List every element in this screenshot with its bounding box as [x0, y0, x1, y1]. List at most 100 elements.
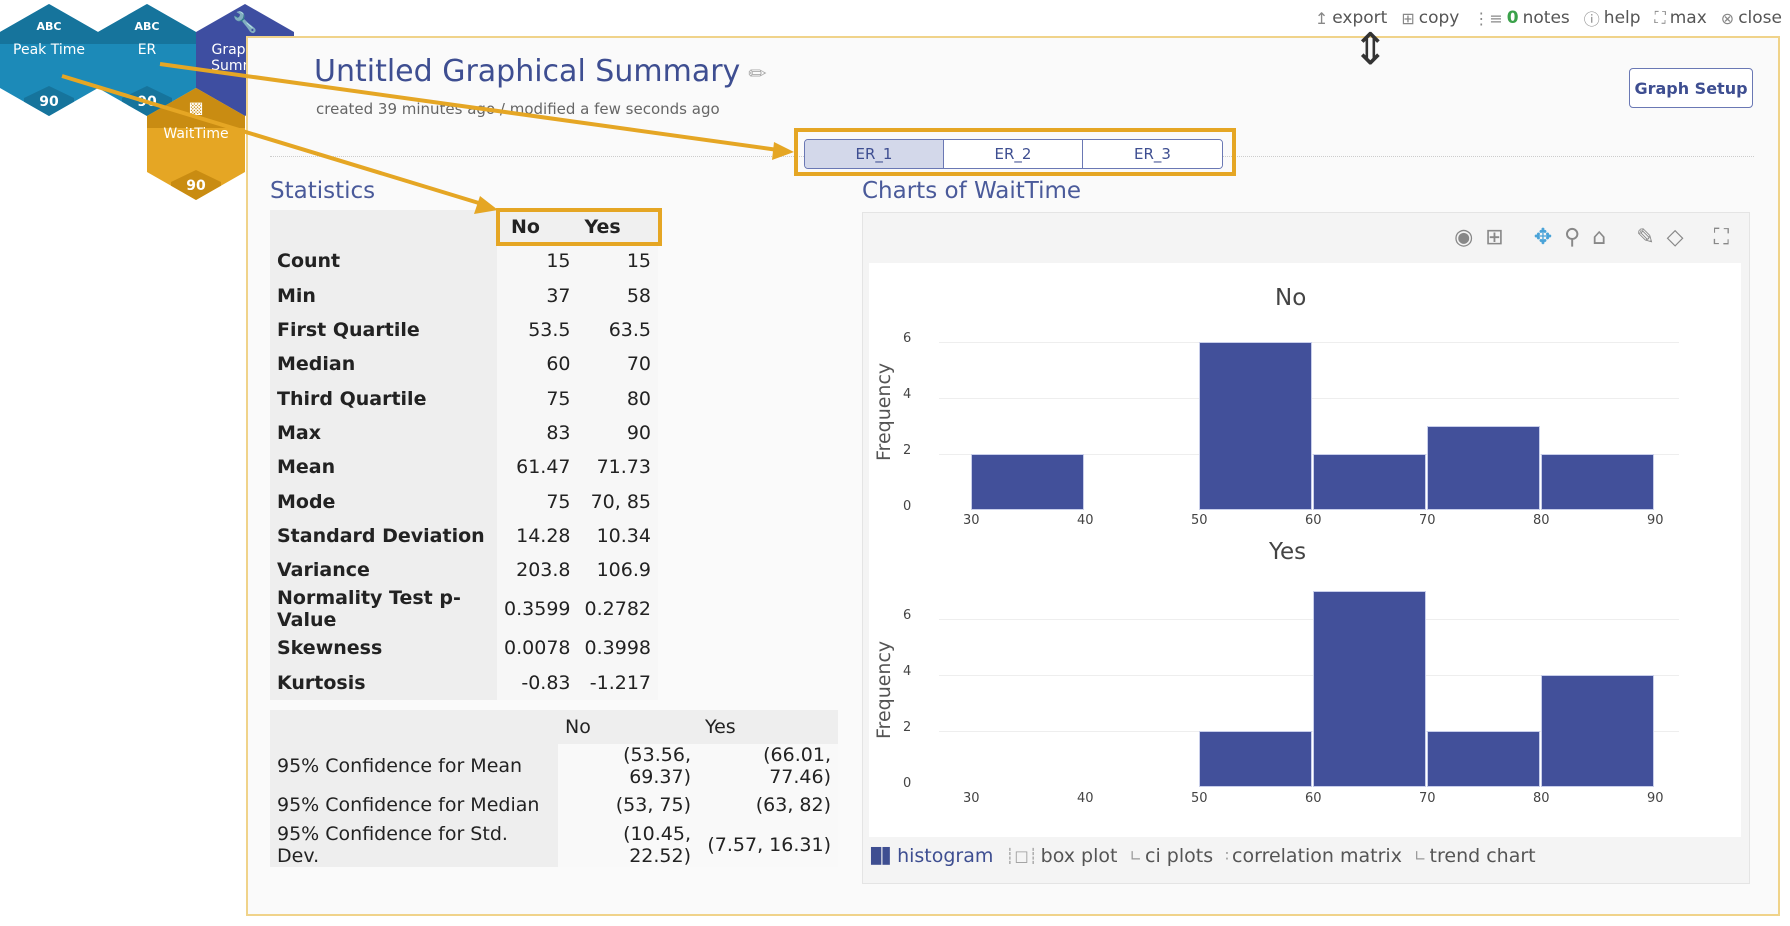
- x-tick: 70: [1419, 791, 1436, 806]
- eraser-icon[interactable]: ◇: [1666, 225, 1684, 250]
- cell: 106.9: [577, 552, 658, 588]
- ci-plots-link[interactable]: ∟ ci plots: [1129, 845, 1213, 867]
- link-label: ci plots: [1145, 845, 1214, 867]
- chart-type-links: ▉▋ histogram ┊□┊ box plot ∟ ci plots ∶ corre…: [871, 845, 1536, 867]
- tab-er-3[interactable]: ER_3: [1083, 140, 1222, 168]
- edit-title-pencil-icon[interactable]: ✏: [748, 62, 767, 87]
- table-row: First Quartile 53.5 63.5: [270, 312, 658, 348]
- x-tick: 90: [1647, 791, 1664, 806]
- column-header-annotation-highlight: [496, 208, 662, 246]
- cell: 75: [497, 381, 578, 416]
- table-row: 95% Confidence for Mean (53.56, 69.37) (66…: [270, 744, 838, 789]
- y-tick: 4: [903, 664, 912, 679]
- close-icon: ⊗: [1720, 8, 1735, 28]
- box-plot-link[interactable]: ┊□┊ box plot: [1005, 845, 1117, 867]
- link-label: trend chart: [1429, 845, 1536, 867]
- row-label: Standard Deviation: [270, 518, 498, 553]
- x-tick: 40: [1077, 513, 1094, 528]
- statistics-title: Statistics: [270, 178, 376, 204]
- table-row: Max 83 90: [270, 415, 658, 451]
- cell: 71.73: [577, 450, 658, 485]
- notes-button[interactable]: ⋮≡ 0 notes: [1473, 8, 1569, 28]
- page-title: Untitled Graphical Summary ✏: [314, 54, 767, 89]
- y-tick: 6: [903, 608, 912, 623]
- close-button[interactable]: ⊗ close: [1721, 8, 1782, 28]
- histogram-bar[interactable]: [1199, 342, 1312, 510]
- cell: (63, 82): [698, 788, 838, 823]
- cell: (10.45, 22.52): [558, 822, 698, 867]
- charts-title: Charts of WaitTime: [862, 178, 1082, 204]
- timestamps: created 39 minutes ago / modified a few …: [316, 100, 720, 118]
- histogram-bar[interactable]: [971, 454, 1084, 510]
- row-label: Third Quartile: [270, 381, 498, 416]
- copy-button[interactable]: ⊞ copy: [1401, 8, 1459, 28]
- statistics-table: No Yes Count 15 15 Min 37 58 First Quartile 5…: [270, 210, 658, 700]
- link-label: correlation matrix: [1232, 845, 1402, 867]
- node-count: 90: [186, 178, 206, 194]
- camera-icon[interactable]: ◉: [1454, 225, 1474, 250]
- ci-plot-icon: ∟: [1129, 847, 1143, 865]
- max-button[interactable]: ⛶ max: [1655, 8, 1707, 28]
- histogram-bar[interactable]: [1427, 731, 1540, 787]
- row-label: First Quartile: [270, 312, 498, 348]
- zoom-icon[interactable]: ⚲: [1564, 225, 1581, 250]
- graph-setup-button[interactable]: Graph Setup: [1629, 68, 1753, 108]
- cell: 15: [577, 244, 658, 279]
- copy-label: copy: [1418, 8, 1460, 28]
- y-tick: 2: [903, 720, 912, 735]
- er-tabs: ER_1 ER_2 ER_3: [804, 139, 1223, 169]
- text-type-icon: ABC: [36, 20, 62, 33]
- table-row: Count 15 15: [270, 244, 658, 279]
- x-tick: 40: [1077, 791, 1094, 806]
- y-tick: 2: [903, 443, 912, 458]
- table-row: Mode 75 70, 85: [270, 484, 658, 519]
- export-button[interactable]: ↥ export: [1315, 8, 1387, 28]
- histogram-link[interactable]: ▉▋ histogram: [871, 845, 993, 867]
- copy-plus-icon[interactable]: ⊞: [1485, 225, 1504, 250]
- histogram-bar[interactable]: [1313, 454, 1426, 510]
- fullscreen-icon[interactable]: ⛶: [1713, 225, 1729, 250]
- histogram-plot-area[interactable]: No Frequency 6 4 2 0 30 40 50 60 70 80 9…: [869, 263, 1741, 837]
- column-header-no: No: [565, 716, 591, 739]
- y-tick: 4: [903, 387, 912, 402]
- correlation-matrix-link[interactable]: ∶ correlation matrix: [1225, 845, 1402, 867]
- x-tick: 60: [1305, 513, 1322, 528]
- table-header-row: No Yes: [270, 710, 838, 744]
- tab-er-2[interactable]: ER_2: [944, 140, 1083, 168]
- row-label: Normality Test p-Value: [270, 587, 498, 632]
- cell: 75: [497, 484, 578, 519]
- link-label: box plot: [1040, 845, 1118, 867]
- column-header-yes: Yes: [584, 216, 621, 239]
- notes-count: 0: [1506, 8, 1519, 28]
- cell: 0.2782: [577, 587, 658, 632]
- notes-label: notes: [1522, 8, 1570, 28]
- tabs-annotation-highlight: [794, 128, 1236, 176]
- workflow-node-peak-time[interactable]: ABC Peak Time 90: [0, 4, 98, 116]
- histogram-bar[interactable]: [1313, 591, 1426, 787]
- x-tick: 30: [963, 513, 980, 528]
- help-button[interactable]: ⓘ help: [1584, 6, 1641, 30]
- histogram-bar[interactable]: [1199, 731, 1312, 787]
- maximize-icon: ⛶: [1654, 8, 1666, 27]
- cell: 203.8: [497, 552, 578, 588]
- home-icon[interactable]: ⌂: [1592, 225, 1607, 250]
- tab-er-1[interactable]: ER_1: [805, 140, 944, 168]
- export-label: export: [1332, 8, 1388, 28]
- histogram-bar[interactable]: [1541, 454, 1654, 510]
- row-label: Max: [270, 415, 498, 451]
- chart-panel: ◉ ⊞ ✥ ⚲ ⌂ ✎ ◇ ⛶ No Frequency 6 4 2 0 30: [862, 212, 1750, 884]
- trend-chart-link[interactable]: ∟ trend chart: [1414, 845, 1536, 867]
- cell: (53.56, 69.37): [558, 744, 698, 789]
- copy-icon: ⊞: [1401, 8, 1415, 28]
- histogram-bar[interactable]: [1541, 675, 1654, 787]
- pencil-icon[interactable]: ✎: [1636, 225, 1655, 250]
- pan-icon[interactable]: ✥: [1533, 225, 1553, 250]
- top-toolbar: ↥ export ⊞ copy ⋮≡ 0 notes ⓘ help ⛶ max ⊗ close: [1315, 6, 1782, 30]
- table-row: Normality Test p-Value 0.3599 0.2782: [270, 587, 658, 632]
- column-header-no: No: [511, 216, 540, 239]
- table-row: Median 60 70: [270, 347, 658, 382]
- trend-chart-icon: ∟: [1413, 847, 1427, 865]
- histogram-icon: ▉▋: [871, 847, 895, 865]
- histogram-bar[interactable]: [1427, 426, 1540, 510]
- row-label: Median: [270, 347, 498, 382]
